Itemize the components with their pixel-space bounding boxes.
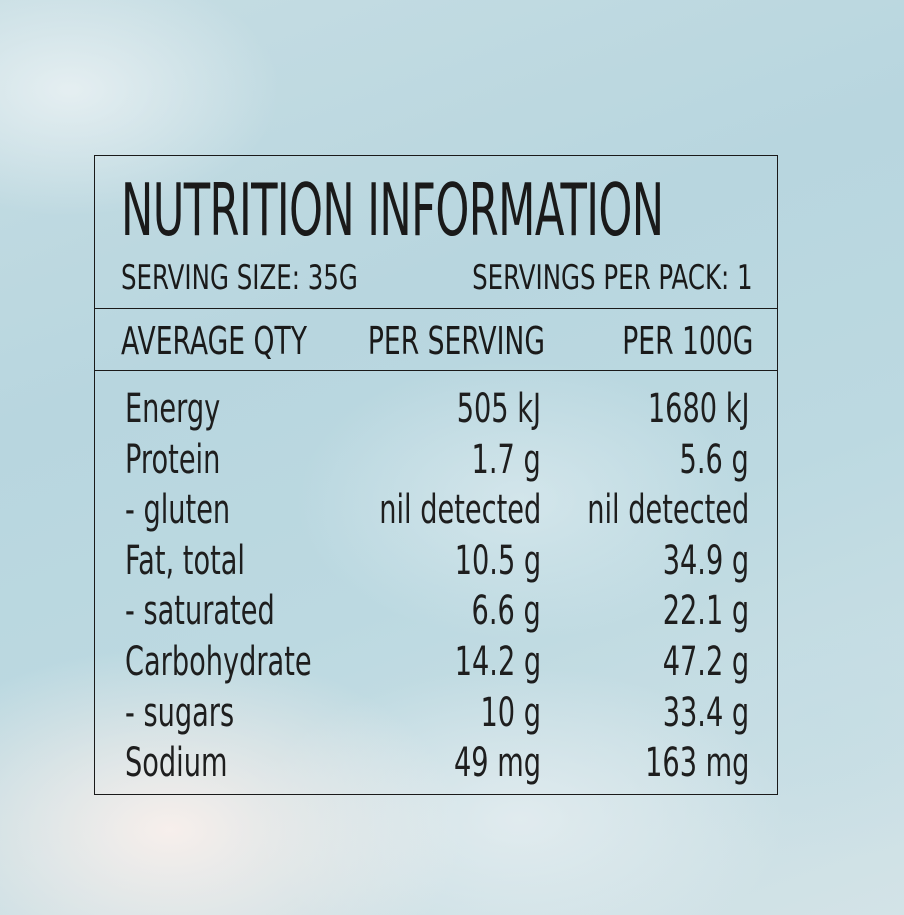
header-per-100g: PER 100G: [621, 319, 753, 363]
header-average-qty: AVERAGE QTY: [121, 319, 307, 363]
per-100g-value: 33.4 g: [662, 689, 749, 736]
serving-info: SERVING SIZE: 35G SERVINGS PER PACK: 1: [121, 260, 753, 296]
column-headers: AVERAGE QTY PER SERVING PER 100G: [121, 320, 753, 362]
nutrient-row-gluten: - gluten nil detected nil detected: [125, 485, 753, 536]
per-100g-value: 163 mg: [644, 740, 749, 787]
nutrient-name: Fat, total: [125, 537, 245, 584]
nutrient-row-sugars: - sugars 10 g 33.4 g: [125, 688, 753, 739]
panel-title: NUTRITION INFORMATION: [121, 168, 664, 252]
nutrient-name: Carbohydrate: [125, 638, 312, 685]
per-serving-value: 49 mg: [453, 740, 541, 787]
divider-top: [95, 308, 777, 309]
nutrient-name: - sugars: [125, 689, 235, 736]
per-serving-value: 505 kJ: [456, 386, 541, 432]
nutrient-row-sodium: Sodium 49 mg 163 mg: [125, 738, 753, 789]
nutrient-row-protein: Protein 1.7 g 5.6 g: [125, 435, 753, 486]
nutrient-row-fat-total: Fat, total 10.5 g 34.9 g: [125, 536, 753, 587]
nutrient-name: - gluten: [125, 487, 231, 534]
nutrition-panel: NUTRITION INFORMATION SERVING SIZE: 35G …: [94, 155, 778, 795]
header-per-serving: PER SERVING: [367, 319, 545, 363]
per-100g-value: nil detected: [586, 487, 749, 534]
nutrient-name: Sodium: [125, 740, 228, 787]
per-100g-value: 34.9 g: [662, 537, 749, 584]
per-100g-value: 47.2 g: [662, 638, 749, 685]
per-serving-value: 10.5 g: [454, 537, 541, 584]
nutrient-table: Energy 505 kJ 1680 kJ Protein 1.7 g 5.6 …: [125, 384, 753, 789]
nutrient-name: Energy: [125, 386, 221, 432]
nutrient-name: Protein: [125, 436, 221, 483]
per-serving-value: 1.7 g: [471, 436, 541, 483]
per-100g-value: 1680 kJ: [647, 386, 749, 432]
per-serving-value: 6.6 g: [471, 588, 541, 635]
divider-header: [95, 370, 777, 371]
per-serving-value: 14.2 g: [454, 638, 541, 685]
per-100g-value: 5.6 g: [679, 436, 749, 483]
servings-per-pack: SERVINGS PER PACK: 1: [472, 258, 753, 298]
per-serving-value: nil detected: [378, 487, 541, 534]
nutrient-name: - saturated: [125, 588, 275, 635]
per-100g-value: 22.1 g: [662, 588, 749, 635]
serving-size: SERVING SIZE: 35G: [121, 258, 358, 298]
nutrient-row-saturated: - saturated 6.6 g 22.1 g: [125, 586, 753, 637]
nutrient-row-energy: Energy 505 kJ 1680 kJ: [125, 384, 753, 435]
nutrient-row-carbohydrate: Carbohydrate 14.2 g 47.2 g: [125, 637, 753, 688]
per-serving-value: 10 g: [480, 689, 541, 736]
